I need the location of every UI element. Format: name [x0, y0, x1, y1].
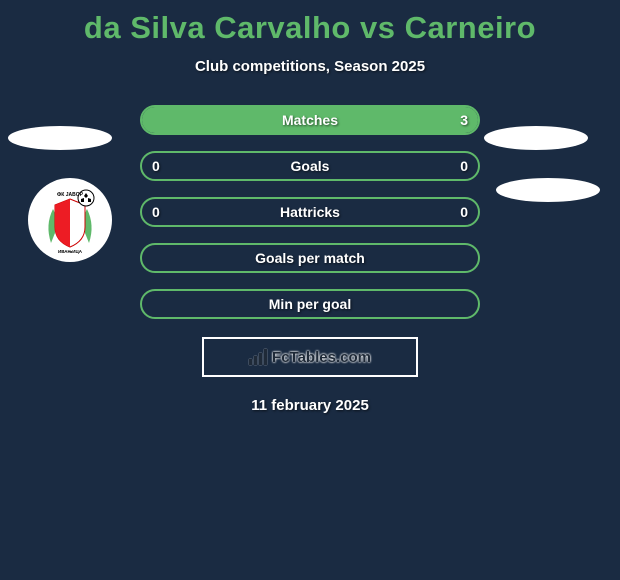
stat-bar-hattricks: 0 Hattricks 0	[140, 197, 480, 227]
fctables-inner: FcTables.com	[249, 349, 371, 366]
bar-chart-icon	[249, 349, 267, 365]
stat-bars-column: Matches 3 0 Goals 0 0 Hattricks 0 Goals …	[140, 105, 480, 319]
fctables-badge[interactable]: FcTables.com	[202, 337, 418, 377]
stat-label: Matches	[282, 112, 338, 128]
stat-right-value: 0	[460, 158, 468, 174]
page-title: da Silva Carvalho vs Carneiro	[84, 10, 536, 46]
stat-bar-min-per-goal: Min per goal	[140, 289, 480, 319]
stats-area: Matches 3 0 Goals 0 0 Hattricks 0 Goals …	[0, 105, 620, 319]
stat-left-value: 0	[152, 158, 160, 174]
stat-bar-goals-per-match: Goals per match	[140, 243, 480, 273]
fctables-label: FcTables.com	[272, 349, 371, 366]
stat-label: Goals per match	[255, 250, 365, 266]
stat-label: Hattricks	[280, 204, 340, 220]
stat-right-value: 3	[460, 112, 468, 128]
stat-label: Min per goal	[269, 296, 351, 312]
stat-bar-matches: Matches 3	[140, 105, 480, 135]
stat-right-value: 0	[460, 204, 468, 220]
date-text: 11 february 2025	[251, 397, 369, 414]
subtitle: Club competitions, Season 2025	[195, 58, 425, 75]
stat-bar-goals: 0 Goals 0	[140, 151, 480, 181]
stat-label: Goals	[291, 158, 330, 174]
stat-left-value: 0	[152, 204, 160, 220]
infographic-container: da Silva Carvalho vs Carneiro Club compe…	[0, 0, 620, 414]
